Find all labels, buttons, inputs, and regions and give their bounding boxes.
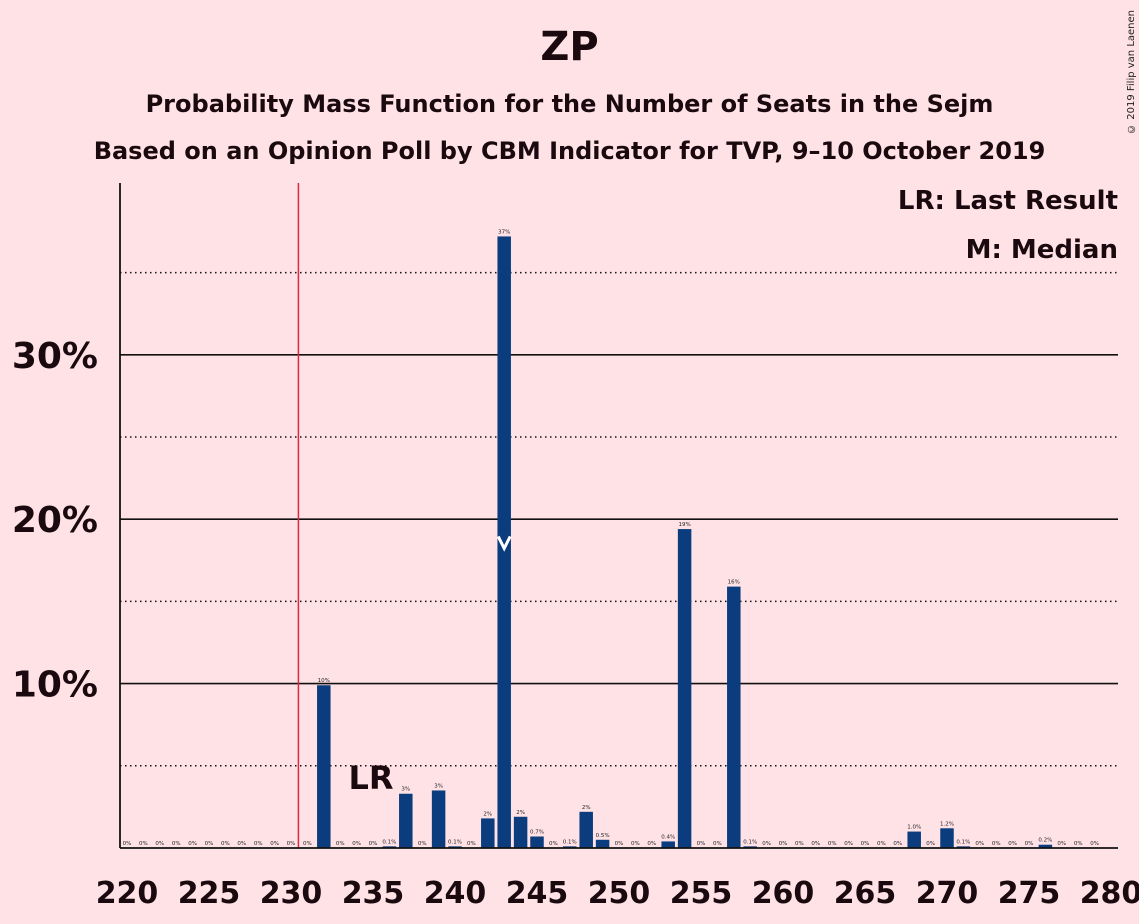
data-label: 0% (1025, 841, 1034, 847)
data-label: 0% (188, 841, 197, 847)
data-label: 0% (893, 841, 902, 847)
bar-seat-253 (661, 841, 675, 848)
x-tick-label: 225 (178, 876, 241, 911)
data-label: 0% (926, 841, 935, 847)
data-label: 0% (221, 841, 230, 847)
data-label: 0.1% (956, 839, 970, 845)
data-label: 37% (498, 229, 510, 235)
data-label: 0% (352, 841, 361, 847)
data-label: 0% (237, 841, 246, 847)
data-label: 0.5% (596, 833, 610, 839)
data-label: 0% (713, 841, 722, 847)
bar-seat-232 (317, 685, 331, 848)
x-tick-label: 230 (260, 876, 323, 911)
x-tick-label: 255 (670, 876, 733, 911)
y-tick-label: 10% (12, 665, 98, 706)
median-marker (496, 535, 512, 552)
data-label: 0.1% (448, 839, 462, 845)
data-label: 0.1% (563, 839, 577, 845)
bar-seat-248 (579, 811, 593, 848)
data-label: 0% (975, 841, 984, 847)
data-label: 0% (418, 841, 427, 847)
bar-seat-239 (431, 790, 446, 848)
bar-seat-249 (595, 839, 610, 848)
data-label: 0% (549, 841, 558, 847)
x-tick-label: 240 (424, 876, 487, 911)
x-tick-label: 280 (1080, 876, 1139, 911)
data-label: 0% (861, 841, 870, 847)
data-label: 3% (434, 783, 443, 789)
data-label: 10% (318, 678, 330, 684)
data-label: 0% (336, 841, 345, 847)
data-label: 1.2% (940, 821, 954, 827)
data-label: 1.0% (907, 825, 921, 831)
x-tick-label: 250 (588, 876, 651, 911)
data-label: 0% (844, 841, 853, 847)
data-label: 0% (795, 841, 804, 847)
x-tick-label: 265 (834, 876, 897, 911)
data-label: 0% (172, 841, 181, 847)
data-label: 0.1% (743, 839, 757, 845)
data-label: 0% (467, 841, 476, 847)
data-label: 0% (254, 841, 263, 847)
data-label: 0% (139, 841, 148, 847)
data-label: 0% (779, 841, 788, 847)
data-label: 0.4% (661, 834, 675, 840)
data-label: 0% (828, 841, 837, 847)
data-label: 0% (123, 841, 132, 847)
bar-seat-237 (399, 793, 413, 848)
x-tick-label: 245 (506, 876, 569, 911)
data-label: 0% (615, 841, 624, 847)
data-label: 3% (401, 787, 410, 793)
data-label: 19% (678, 522, 690, 528)
data-label: 0% (1057, 841, 1066, 847)
data-label: 0% (287, 841, 296, 847)
bar-seat-270 (940, 828, 954, 848)
data-label: 0% (762, 841, 771, 847)
data-label: 2% (582, 805, 591, 811)
bar-seat-244 (513, 816, 528, 848)
data-label: 0% (697, 841, 706, 847)
bar-seat-242 (481, 818, 495, 848)
data-label: 0% (205, 841, 214, 847)
data-label: 0% (647, 841, 656, 847)
data-label: 2% (516, 810, 525, 816)
chart-subtitle: Probability Mass Function for the Number… (145, 90, 994, 118)
data-label: 0% (1008, 841, 1017, 847)
last-result-label: LR (348, 759, 393, 797)
data-label: 0% (155, 841, 164, 847)
data-label: 0% (877, 841, 886, 847)
data-label: 0% (303, 841, 312, 847)
data-label: 0% (631, 841, 640, 847)
data-label: 0% (1074, 841, 1083, 847)
x-tick-label: 275 (998, 876, 1061, 911)
bar-seat-243 (497, 236, 511, 848)
data-label: 0% (811, 841, 820, 847)
bar-seat-245 (530, 836, 544, 848)
legend-last-result: LR: Last Result (898, 186, 1118, 216)
y-tick-label: 30% (12, 336, 98, 377)
chart-subtitle-2: Based on an Opinion Poll by CBM Indicato… (93, 137, 1046, 165)
data-label: 0.1% (382, 839, 396, 845)
data-label: 0.2% (1038, 838, 1052, 844)
x-tick-label: 235 (342, 876, 405, 911)
data-label: 0% (369, 841, 378, 847)
bar-seat-257 (727, 586, 741, 848)
data-label: 0% (270, 841, 279, 847)
data-label: 0.7% (530, 829, 544, 835)
x-tick-label: 220 (96, 876, 159, 911)
data-label: 0% (992, 841, 1001, 847)
x-tick-label: 260 (752, 876, 815, 911)
chart-title: ZP (540, 24, 599, 70)
data-label: 16% (728, 580, 740, 586)
legend-median: M: Median (966, 235, 1118, 265)
bar-seat-254 (677, 529, 692, 848)
x-tick-label: 270 (916, 876, 979, 911)
data-label: 2% (483, 811, 492, 817)
bar-seat-276 (1038, 844, 1053, 848)
bar-seat-268 (907, 831, 921, 848)
y-tick-label: 20% (12, 500, 98, 541)
data-label: 0% (1090, 841, 1099, 847)
